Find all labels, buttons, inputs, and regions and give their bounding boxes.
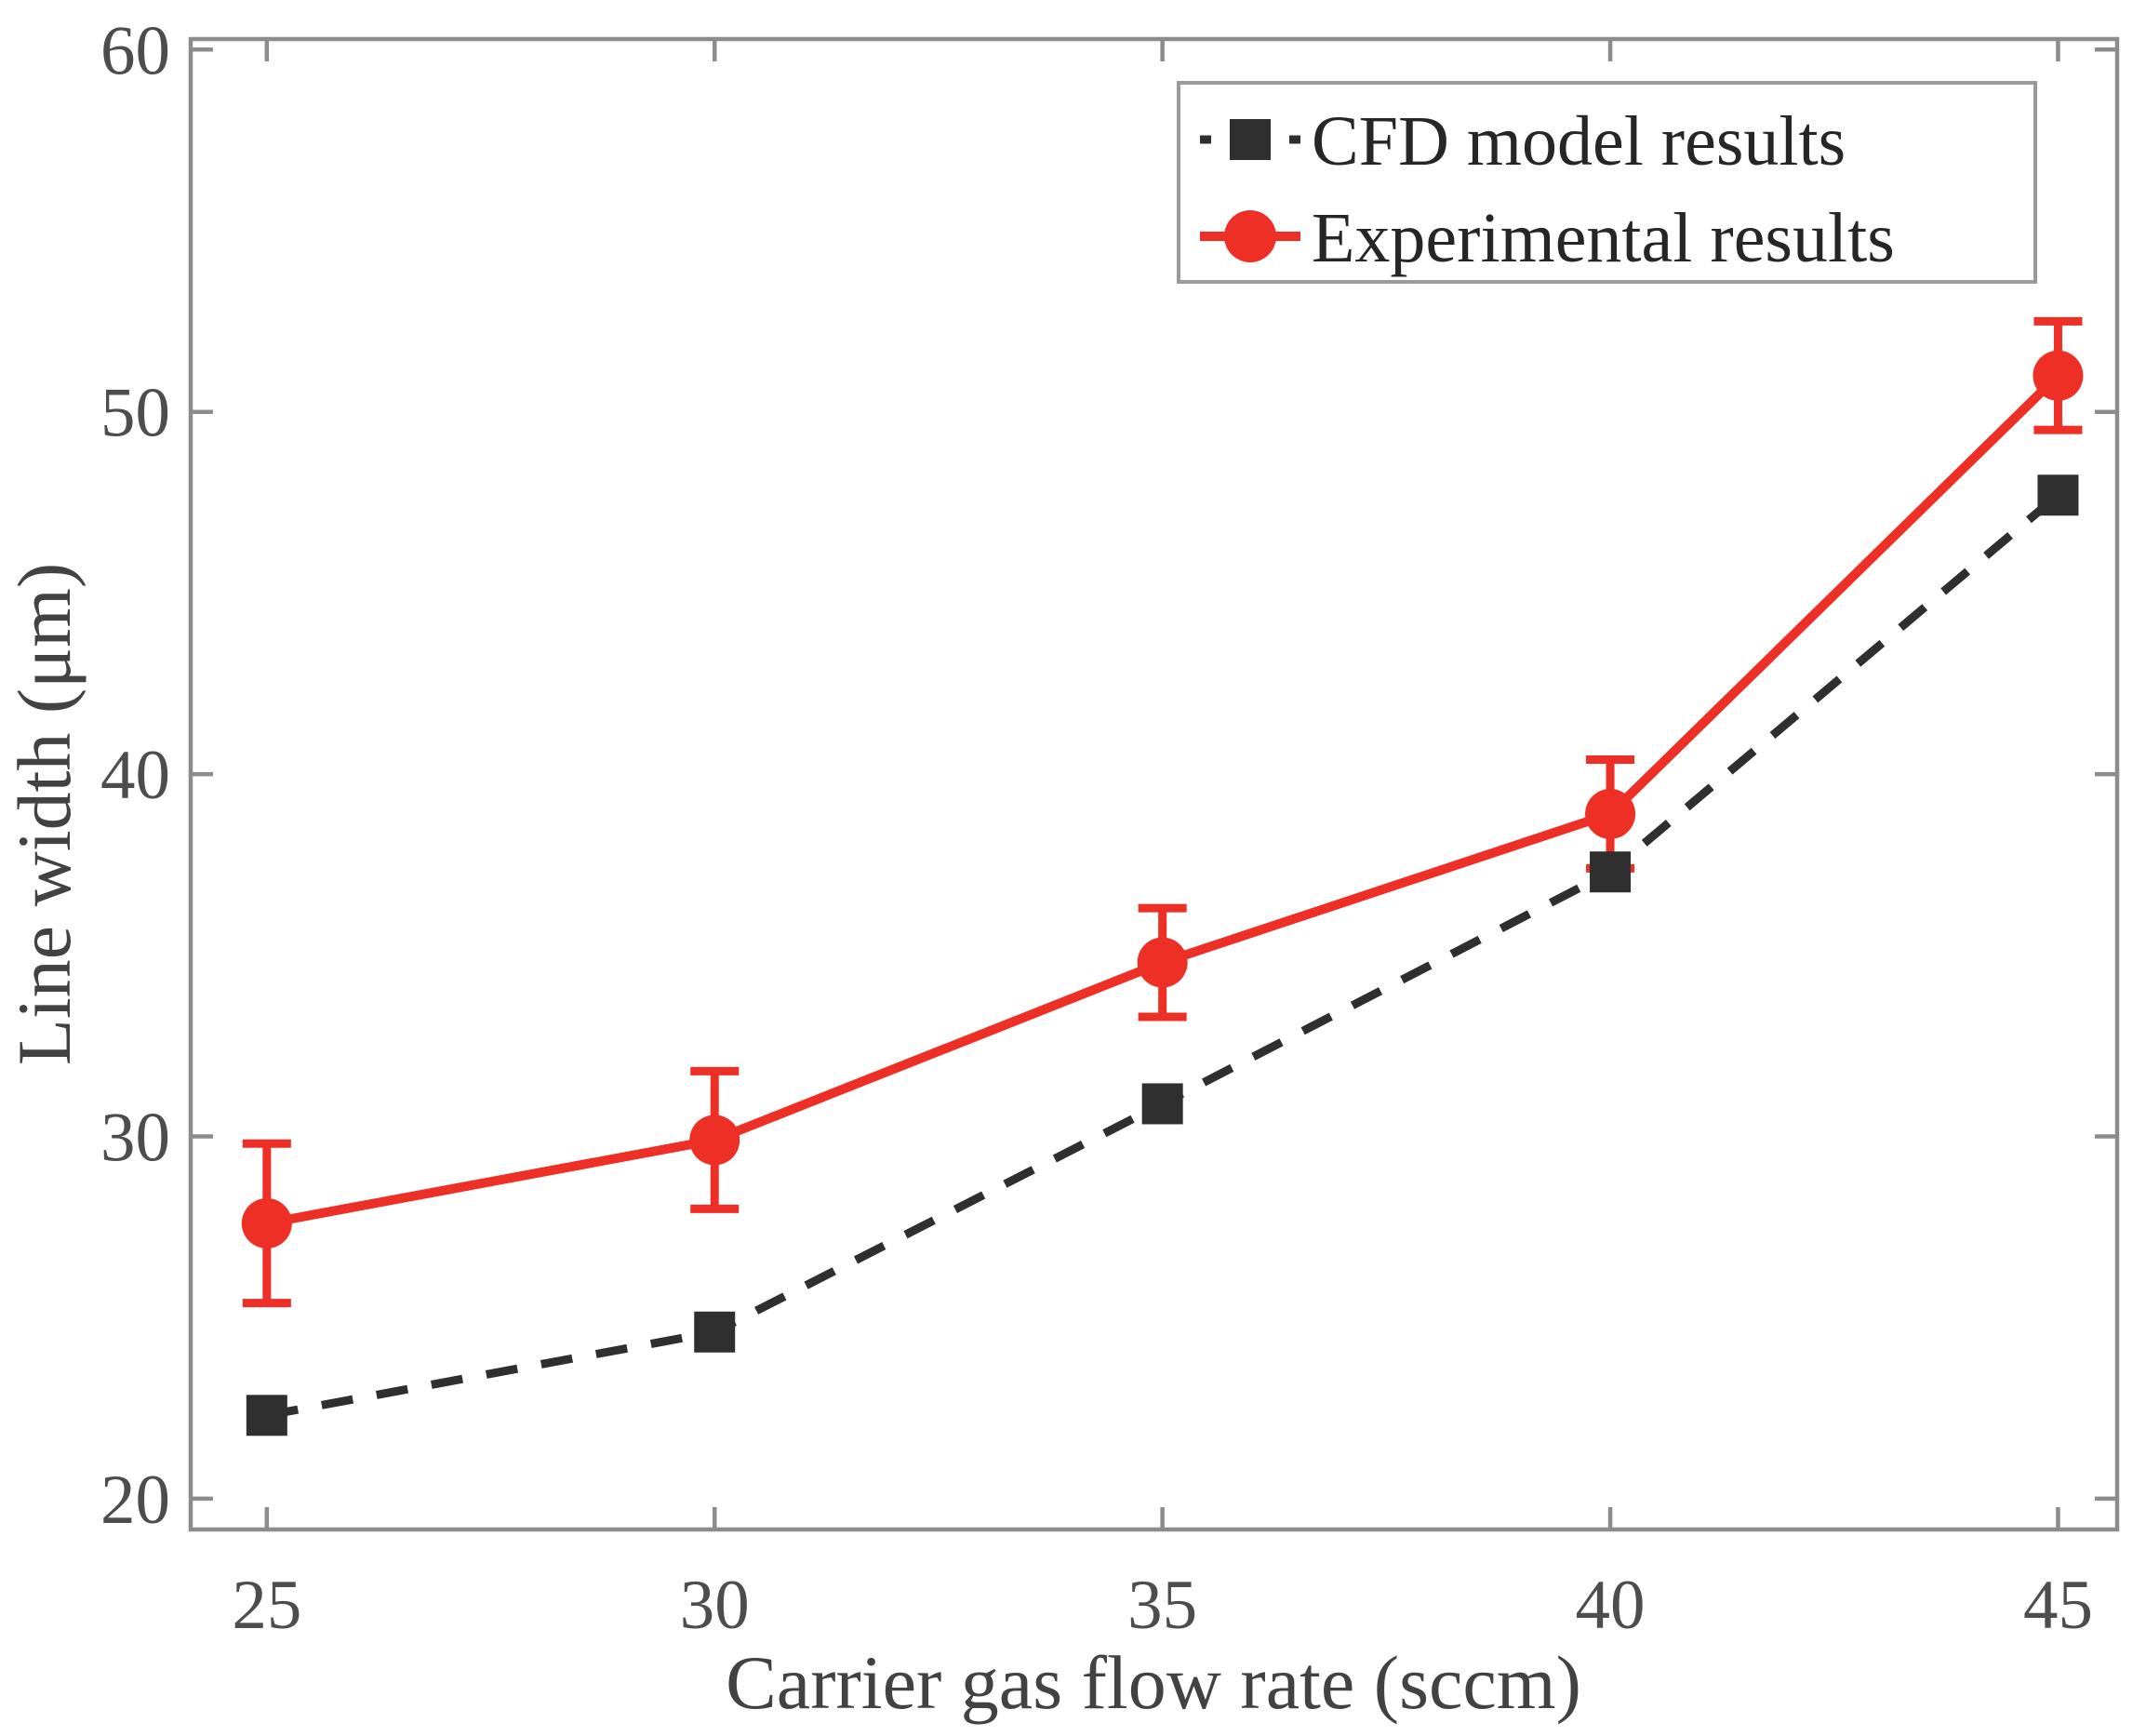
legend-label-exp: Experimental results [1312,199,1895,277]
x-tick-label: 30 [680,1567,750,1644]
x-axis-title: Carrier gas flow rate (sccm) [726,1640,1581,1725]
cfd-marker-square [1590,851,1632,893]
x-tick-label: 35 [1127,1567,1197,1644]
y-tick-label: 20 [100,1462,170,1539]
legend-sample-cfd-square-marker [1230,119,1271,160]
exp-marker-circle [241,1197,292,1249]
cfd-marker-square [1141,1083,1183,1125]
legend-sample-exp-circle-marker [1224,210,1276,262]
y-tick-label: 60 [100,12,170,89]
plot-frame [188,36,2120,1532]
x-tick-label: 40 [1576,1567,1646,1644]
data-series [241,316,2084,1436]
cfd-marker-square [694,1311,736,1353]
legend-label-cfd: CFD model results [1312,102,1846,180]
cfd-marker-square [2037,474,2079,516]
axis-ticks [191,39,2117,1529]
y-tick-label: 30 [100,1099,170,1176]
x-tick-label: 25 [232,1567,301,1644]
legend-box [1177,81,2037,284]
y-tick-label: 50 [100,375,170,452]
exp-marker-circle [1585,788,1636,839]
exp-marker-circle [2033,350,2084,401]
x-tick-label: 45 [2023,1567,2093,1644]
y-axis-title: Line width (μm) [2,563,87,1065]
y-tick-label: 40 [100,737,170,814]
exp-marker-circle [1137,937,1188,988]
axis-tick-labels: 25 30 35 40 45 20 30 40 50 60 [100,12,2093,1644]
cfd-marker-square [246,1395,287,1436]
legend: CFD model results Experimental results [1177,81,2037,284]
exp-marker-circle [689,1115,740,1166]
